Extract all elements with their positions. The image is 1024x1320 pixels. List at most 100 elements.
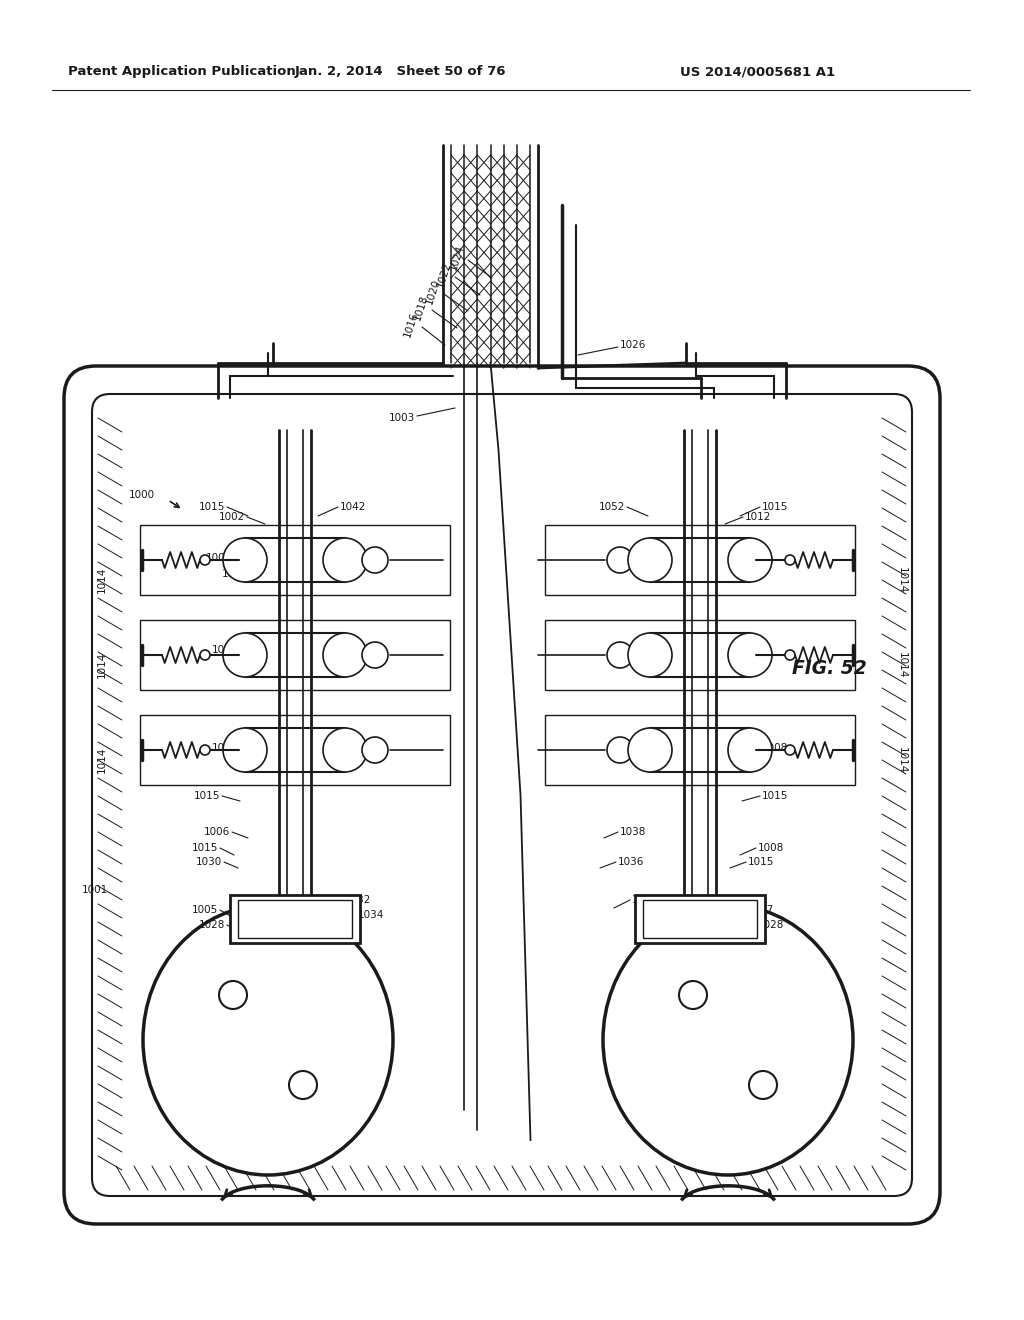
Circle shape	[323, 539, 367, 582]
Text: 6: 6	[701, 553, 709, 566]
Text: 1016: 1016	[402, 312, 420, 339]
Text: 1014: 1014	[97, 652, 106, 678]
Circle shape	[628, 634, 672, 677]
Text: o: o	[372, 554, 378, 565]
Text: 1036: 1036	[618, 857, 644, 867]
Text: 1014: 1014	[897, 747, 907, 774]
Text: 1006: 1006	[204, 828, 230, 837]
Bar	[140, 620, 450, 690]
Text: 1015: 1015	[762, 502, 788, 512]
Circle shape	[362, 546, 388, 573]
Bar	[245, 729, 345, 772]
Text: 3: 3	[286, 743, 294, 756]
Bar	[140, 525, 450, 595]
Bar	[643, 900, 757, 939]
Text: 1030: 1030	[196, 857, 222, 867]
Ellipse shape	[603, 906, 853, 1175]
Circle shape	[200, 554, 210, 565]
Text: o: o	[372, 744, 378, 755]
Circle shape	[223, 634, 267, 677]
Text: 1004: 1004	[206, 553, 232, 564]
Circle shape	[628, 729, 672, 772]
Circle shape	[728, 539, 772, 582]
Text: 1026: 1026	[620, 341, 646, 350]
Bar	[545, 620, 855, 690]
Text: 1034: 1034	[358, 909, 384, 920]
Bar	[245, 634, 345, 677]
Circle shape	[749, 1071, 777, 1100]
Text: 1001: 1001	[82, 884, 108, 895]
Text: 1008: 1008	[762, 743, 788, 752]
Text: 1008: 1008	[758, 843, 784, 853]
Text: 1005: 1005	[191, 906, 218, 915]
Circle shape	[728, 729, 772, 772]
Text: 1006: 1006	[212, 743, 238, 752]
Text: 1028: 1028	[758, 920, 784, 931]
Text: 1032: 1032	[345, 895, 372, 906]
Text: 1002: 1002	[219, 512, 245, 521]
Text: 1000: 1000	[129, 490, 155, 500]
Circle shape	[223, 539, 267, 582]
Text: o: o	[617, 554, 623, 565]
Circle shape	[323, 634, 367, 677]
Text: 1014: 1014	[97, 566, 106, 593]
Circle shape	[728, 634, 772, 677]
Circle shape	[289, 1071, 317, 1100]
Text: 1010: 1010	[658, 566, 685, 576]
Text: 2: 2	[286, 648, 294, 661]
Text: US 2014/0005681 A1: US 2014/0005681 A1	[680, 66, 836, 78]
Bar	[650, 729, 750, 772]
Text: 1: 1	[286, 553, 294, 566]
Bar	[140, 715, 450, 785]
Text: 1050: 1050	[644, 550, 670, 560]
Circle shape	[628, 539, 672, 582]
Text: 1014: 1014	[897, 652, 907, 678]
Circle shape	[362, 642, 388, 668]
Text: 1022: 1022	[435, 261, 453, 289]
Circle shape	[223, 729, 267, 772]
Bar	[635, 895, 765, 942]
Text: 1014: 1014	[97, 747, 106, 774]
Text: 1044: 1044	[221, 569, 248, 579]
Text: 1015: 1015	[762, 791, 788, 801]
Circle shape	[607, 642, 633, 668]
Text: 1040: 1040	[632, 895, 658, 906]
Bar	[238, 900, 352, 939]
Text: 1014: 1014	[897, 566, 907, 593]
Text: 1020: 1020	[424, 279, 442, 306]
Text: 1042: 1042	[340, 502, 367, 512]
Bar	[650, 634, 750, 677]
Circle shape	[323, 729, 367, 772]
Text: 1012: 1012	[745, 512, 771, 521]
Circle shape	[200, 744, 210, 755]
Text: 1048: 1048	[642, 645, 668, 655]
Circle shape	[362, 737, 388, 763]
Text: o: o	[372, 649, 378, 660]
Text: 1015: 1015	[194, 791, 220, 801]
Bar	[545, 715, 855, 785]
Text: 1028: 1028	[199, 920, 225, 931]
Circle shape	[607, 737, 633, 763]
Circle shape	[219, 981, 247, 1008]
Ellipse shape	[143, 906, 393, 1175]
Text: 1046: 1046	[212, 645, 238, 655]
Circle shape	[200, 649, 210, 660]
Circle shape	[785, 744, 795, 755]
Text: 1018: 1018	[413, 294, 430, 322]
Circle shape	[679, 981, 707, 1008]
Text: FIG. 52: FIG. 52	[792, 659, 866, 677]
Bar	[650, 539, 750, 582]
Text: 5: 5	[701, 648, 709, 661]
Text: o: o	[617, 744, 623, 755]
Text: 1007: 1007	[748, 906, 774, 915]
Text: 1015: 1015	[748, 857, 774, 867]
Text: 1003: 1003	[389, 413, 415, 422]
Text: 1038: 1038	[620, 828, 646, 837]
Text: o: o	[617, 649, 623, 660]
Circle shape	[607, 546, 633, 573]
Circle shape	[785, 649, 795, 660]
Bar	[245, 539, 345, 582]
Bar	[545, 525, 855, 595]
Text: 1015: 1015	[191, 843, 218, 853]
Text: Jan. 2, 2014   Sheet 50 of 76: Jan. 2, 2014 Sheet 50 of 76	[294, 66, 506, 78]
